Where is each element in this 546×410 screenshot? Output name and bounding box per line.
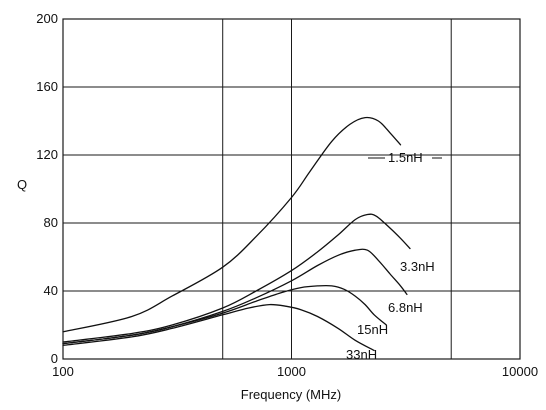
series-layer [62,116,411,352]
tick-label-layer: 0 40 80 120 160 200 100 1000 10000 [36,11,538,379]
x-tick-label: 10000 [502,364,538,379]
plot-frame [62,18,521,360]
series-line-15nh [62,284,387,345]
y-tick-label: 200 [36,11,58,26]
series-line-3-3nh [62,213,411,343]
series-label: 1.5nH [388,150,423,165]
series-line-1-5nh [62,116,402,333]
y-tick-label: 40 [44,283,58,298]
series-label: 33nH [346,347,377,362]
series-label: 6.8nH [388,300,423,315]
y-tick-label: 80 [44,215,58,230]
y-tick-label: 0 [51,351,58,366]
x-tick-label: 1000 [277,364,306,379]
x-tick-label: 100 [52,364,74,379]
y-tick-label: 160 [36,79,58,94]
series-line-33nh [62,303,375,352]
y-tick-label: 120 [36,147,58,162]
grid-layer [63,19,520,359]
y-axis-title: Q [17,177,27,192]
series-label: 3.3nH [400,259,435,274]
x-axis-title: Frequency (MHz) [241,387,341,402]
series-label: 15nH [357,322,388,337]
